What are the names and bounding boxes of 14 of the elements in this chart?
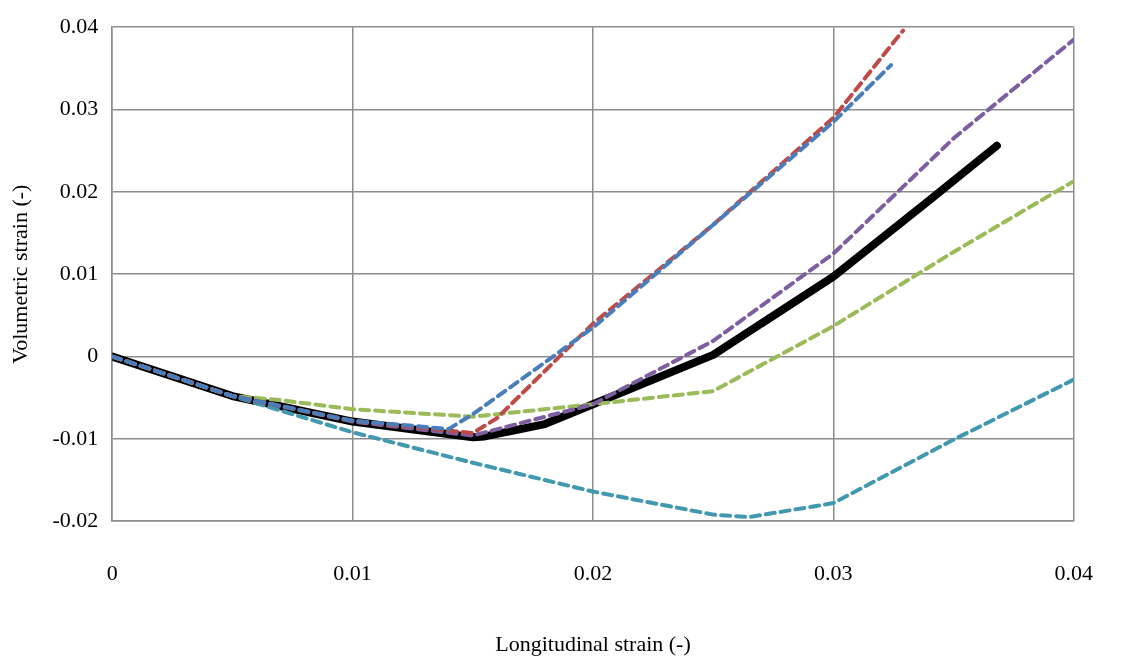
x-axis-title: Longitudinal strain (-) bbox=[495, 630, 691, 656]
y-axis-title: Volumetric strain (-) bbox=[6, 184, 32, 364]
x-tick-label: 0.04 bbox=[1054, 560, 1093, 586]
y-tick-label: 0.02 bbox=[59, 177, 99, 203]
x-tick-label: 0.02 bbox=[573, 560, 613, 586]
y-tick-label: -0.02 bbox=[52, 506, 99, 532]
y-tick-label: 0 bbox=[87, 342, 99, 368]
y-tick-label: 0.01 bbox=[59, 259, 99, 285]
y-tick-label: -0.01 bbox=[52, 424, 99, 450]
y-tick-label: 0.03 bbox=[59, 95, 99, 121]
x-tick-label: 0 bbox=[106, 560, 118, 586]
x-tick-label: 0.01 bbox=[333, 560, 372, 586]
y-tick-label: 0.04 bbox=[59, 12, 99, 38]
x-tick-label: 0.03 bbox=[814, 560, 853, 586]
